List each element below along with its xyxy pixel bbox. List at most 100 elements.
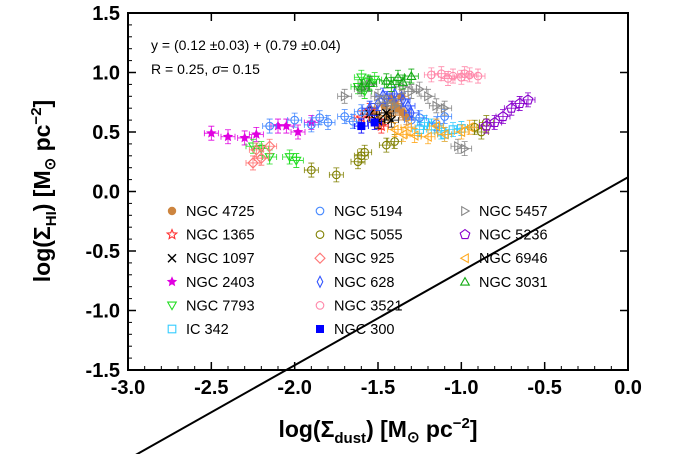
error-bar bbox=[457, 141, 473, 157]
legend-label: NGC 2403 bbox=[186, 275, 255, 291]
error-bar bbox=[262, 118, 278, 134]
legend-marker bbox=[459, 228, 471, 240]
data-point bbox=[404, 99, 412, 113]
data-point bbox=[292, 126, 304, 137]
x-tick-label: -2.5 bbox=[194, 377, 228, 399]
error-bar bbox=[453, 69, 469, 85]
fit-stat-sigma: σ bbox=[212, 61, 221, 77]
error-bar bbox=[370, 88, 386, 104]
data-point bbox=[374, 96, 382, 111]
data-point bbox=[480, 120, 492, 131]
error-bar bbox=[437, 109, 453, 124]
error-bar bbox=[462, 119, 478, 135]
fit-stat-suffix: = 0.15 bbox=[221, 61, 261, 77]
error-bar bbox=[437, 100, 453, 116]
data-point bbox=[420, 118, 430, 127]
legend-marker bbox=[167, 324, 177, 334]
data-point bbox=[265, 121, 275, 131]
data-point bbox=[357, 122, 366, 131]
x-tick-label: 0.0 bbox=[614, 377, 642, 399]
legend-item-ngc-7793: NGC 7793 bbox=[166, 298, 255, 314]
x-title-sup: −2 bbox=[453, 415, 470, 432]
fit-statistics: R = 0.25, σ= 0.15 bbox=[151, 61, 260, 77]
error-bar bbox=[403, 68, 419, 84]
data-point bbox=[448, 125, 458, 134]
legend-marker bbox=[315, 206, 325, 216]
error-bar bbox=[478, 118, 494, 134]
data-point bbox=[415, 83, 425, 95]
y-title-unit-open: [M bbox=[29, 170, 55, 203]
x-title-close: ) bbox=[366, 416, 374, 442]
error-bar bbox=[320, 115, 336, 130]
legend-label: NGC 925 bbox=[334, 251, 394, 267]
data-point bbox=[340, 112, 350, 121]
data-point bbox=[426, 70, 436, 80]
y-tick-label: -1.5 bbox=[86, 360, 120, 382]
y-title-close: ) bbox=[29, 204, 55, 212]
data-point bbox=[443, 74, 453, 83]
legend-label: NGC 300 bbox=[334, 322, 394, 338]
legend-marker bbox=[167, 253, 177, 263]
series-ngc-300 bbox=[353, 115, 383, 134]
data-point bbox=[522, 94, 534, 105]
data-point bbox=[409, 130, 419, 141]
error-bar bbox=[400, 119, 416, 135]
legend-label: NGC 5236 bbox=[479, 228, 548, 244]
y-title-sun: ⊙ bbox=[42, 158, 59, 171]
error-bar bbox=[262, 149, 278, 165]
y-tick-label: 1.5 bbox=[92, 3, 120, 25]
data-point bbox=[399, 93, 407, 107]
x-tick-label: -3.0 bbox=[111, 377, 145, 399]
data-point bbox=[290, 115, 300, 125]
y-tick-label: -1.0 bbox=[86, 301, 120, 323]
legend-marker bbox=[461, 205, 471, 217]
data-point bbox=[476, 127, 486, 137]
data-point bbox=[392, 71, 404, 82]
error-bar bbox=[288, 153, 304, 168]
data-point bbox=[352, 82, 364, 93]
series-ngc-5236 bbox=[478, 92, 536, 134]
x-title-sun: ⊙ bbox=[407, 429, 420, 446]
legend-item-ngc-2403: NGC 2403 bbox=[166, 275, 255, 291]
legend-marker bbox=[314, 252, 326, 264]
x-axis-title: log(Σdust) [M⊙ pc−2] bbox=[278, 415, 477, 447]
legend-item-ngc-6946: NGC 6946 bbox=[459, 251, 548, 267]
data-point bbox=[291, 156, 302, 166]
x-title-unit-mid: pc bbox=[420, 416, 453, 442]
data-point bbox=[455, 126, 466, 138]
error-bar bbox=[395, 92, 411, 108]
series-ngc-3521 bbox=[423, 66, 486, 86]
error-bar bbox=[495, 109, 511, 124]
data-point bbox=[356, 107, 366, 117]
legend-marker bbox=[459, 276, 471, 286]
y-tick-label: 1.0 bbox=[92, 63, 120, 85]
legend-label: NGC 7793 bbox=[186, 298, 255, 314]
error-bar bbox=[287, 112, 303, 128]
data-point bbox=[439, 129, 449, 140]
series-ngc-6946 bbox=[387, 118, 478, 145]
error-bar bbox=[470, 68, 486, 84]
data-point bbox=[323, 118, 333, 127]
error-bar bbox=[445, 122, 461, 138]
error-bar bbox=[362, 100, 378, 116]
legend-label: NGC 1365 bbox=[186, 228, 255, 244]
data-point bbox=[251, 128, 262, 139]
error-bar bbox=[437, 126, 453, 142]
data-point bbox=[360, 147, 370, 157]
error-bar bbox=[420, 88, 436, 104]
legend-item-ic-342: IC 342 bbox=[167, 322, 229, 338]
error-bar bbox=[328, 167, 344, 183]
legend-marker bbox=[166, 301, 178, 311]
data-point bbox=[505, 102, 517, 113]
data-point bbox=[239, 132, 250, 143]
error-bar bbox=[253, 150, 269, 166]
y-tick-label: 0.0 bbox=[92, 182, 120, 204]
error-bar bbox=[417, 115, 433, 130]
error-bar bbox=[428, 118, 444, 134]
data-point bbox=[406, 70, 417, 80]
legend-item-ngc-5194: NGC 5194 bbox=[315, 204, 403, 220]
data-point bbox=[306, 120, 316, 130]
data-point bbox=[364, 77, 375, 88]
y-axis-title: log(ΣHI) [M⊙ pc−2] bbox=[28, 100, 60, 282]
y-title-unit-mid: pc bbox=[29, 124, 55, 157]
